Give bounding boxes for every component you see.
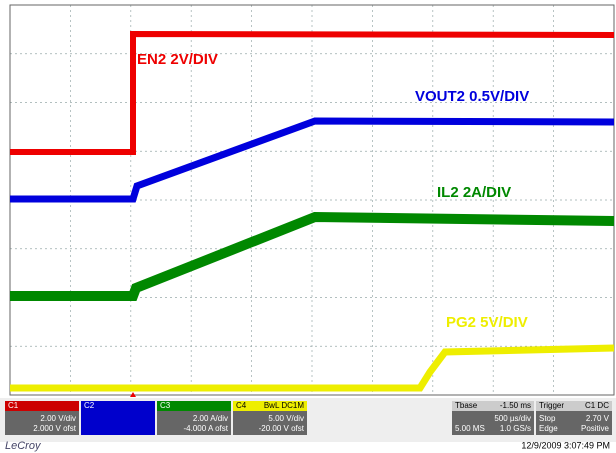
channel-offset: -4.000 A ofst: [184, 424, 229, 433]
timebase-title: Tbase: [455, 401, 478, 410]
trigger-marker: [130, 392, 136, 397]
channel-coupling: BwL DC1M: [264, 401, 304, 410]
channel-offset: -20.00 V ofst: [259, 424, 305, 433]
trace-pg2: [10, 344, 615, 392]
timebase-tdiv: 500 µs/div: [494, 414, 531, 423]
timebase-header: [452, 401, 534, 411]
channel-header: [233, 401, 307, 411]
trace-en2: [10, 30, 615, 155]
trigger-source: C1 DC: [585, 401, 609, 410]
channel-offset: 2.000 V ofst: [33, 424, 76, 433]
timebase-samples: 5.00 MS: [455, 424, 485, 433]
trace-label: EN2 2V/DIV: [137, 51, 218, 68]
trace-il2: [10, 211, 615, 301]
brand: LeCroy: [5, 440, 42, 452]
channel-header: [157, 401, 231, 411]
channel-vdiv: 2.00 V/div: [40, 414, 76, 423]
trigger-title: Trigger: [539, 401, 564, 410]
channel-vdiv: 2.00 A/div: [193, 414, 228, 423]
trigger-slope: Positive: [581, 424, 610, 433]
trace-label: IL2 2A/DIV: [437, 184, 511, 201]
channel-name: C3: [160, 401, 171, 410]
timebase-delay: -1.50 ms: [500, 401, 531, 410]
trace-vout2: [10, 117, 615, 203]
trigger-header: [536, 401, 612, 411]
trace-label: PG2 5V/DIV: [446, 314, 528, 331]
channel-vdiv: 5.00 V/div: [268, 414, 304, 423]
channel-name: C1: [8, 401, 19, 410]
channel-name: C4: [236, 401, 247, 410]
channel-name: C2: [84, 401, 95, 410]
trigger-mode: Stop: [539, 414, 556, 423]
trace-label: VOUT2 0.5V/DIV: [415, 88, 529, 105]
trigger-level: 2.70 V: [586, 414, 610, 423]
channel-header: [5, 401, 79, 411]
timebase-rate: 1.0 GS/s: [500, 424, 531, 433]
datetime: 12/9/2009 3:07:49 PM: [521, 440, 610, 450]
channel-box: [81, 401, 155, 435]
trigger-type: Edge: [539, 424, 558, 433]
